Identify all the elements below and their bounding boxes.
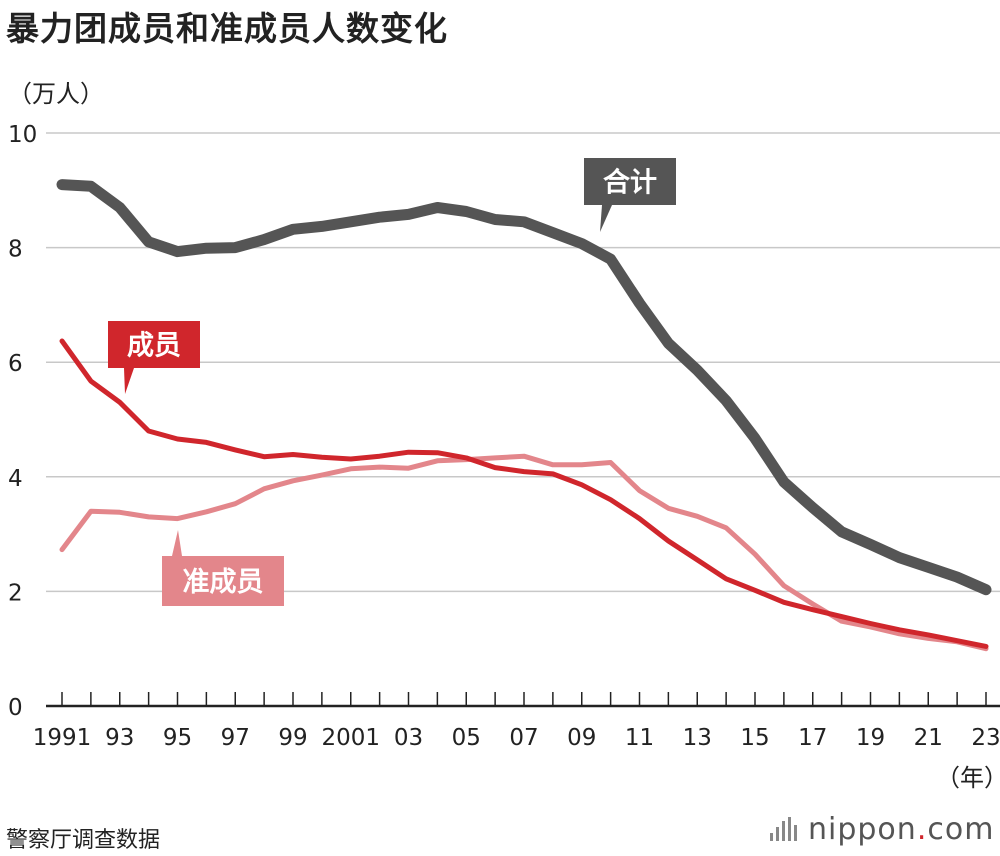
- x-tick-label: 03: [394, 725, 423, 751]
- y-tick-label: 10: [8, 122, 37, 148]
- callout-box-成员: [108, 321, 200, 368]
- x-tick-label: 95: [163, 725, 192, 751]
- logo-name: nippon: [808, 812, 917, 847]
- logo-suffix: com: [927, 812, 995, 847]
- x-tick-label: 19: [856, 725, 885, 751]
- y-tick-label: 2: [8, 580, 23, 606]
- callout-pointer-成员: [124, 368, 134, 394]
- series-line-合计: [56, 179, 992, 596]
- x-tick-label: 11: [625, 725, 654, 751]
- x-tick-label: 93: [105, 725, 134, 751]
- y-axis-unit-label: （万人）: [8, 80, 104, 108]
- logo-bars-icon: [770, 817, 804, 841]
- x-tick-label: 23: [971, 725, 1000, 751]
- x-tick-label: 97: [221, 725, 250, 751]
- x-tick-label: 99: [278, 725, 307, 751]
- source-note: 警察厅调查数据: [6, 828, 161, 853]
- x-tick-label: 21: [914, 725, 943, 751]
- series-line-成员: [59, 338, 989, 649]
- callout-label-合计: 合计: [603, 167, 657, 199]
- logo-dot: .: [916, 812, 928, 847]
- nippon-logo: nippon.com: [770, 812, 994, 847]
- x-tick-label: 15: [740, 725, 769, 751]
- callout-label-准成员: 准成员: [183, 567, 264, 598]
- x-tick-label: 09: [567, 725, 596, 751]
- callout-pointer-合计: [600, 205, 612, 232]
- x-tick-label: 13: [683, 725, 712, 751]
- callout-box-准成员: [162, 556, 284, 606]
- y-tick-label: 4: [8, 466, 23, 492]
- x-tick-label: 07: [509, 725, 538, 751]
- callout-label-成员: 成员: [127, 331, 181, 362]
- chart-title: 暴力团成员和准成员人数变化: [6, 9, 448, 48]
- x-tick-label: 1991: [33, 725, 92, 751]
- y-tick-label: 0: [8, 695, 23, 721]
- x-axis-unit-label: （年）: [936, 764, 1000, 792]
- x-tick-label: 2001: [321, 725, 380, 751]
- y-tick-label: 6: [8, 351, 23, 377]
- x-tick-label: 17: [798, 725, 827, 751]
- callout-box-合计: [584, 158, 676, 205]
- callout-pointer-准成员: [172, 530, 182, 556]
- x-tick-label: 05: [452, 725, 481, 751]
- y-tick-label: 8: [8, 237, 23, 263]
